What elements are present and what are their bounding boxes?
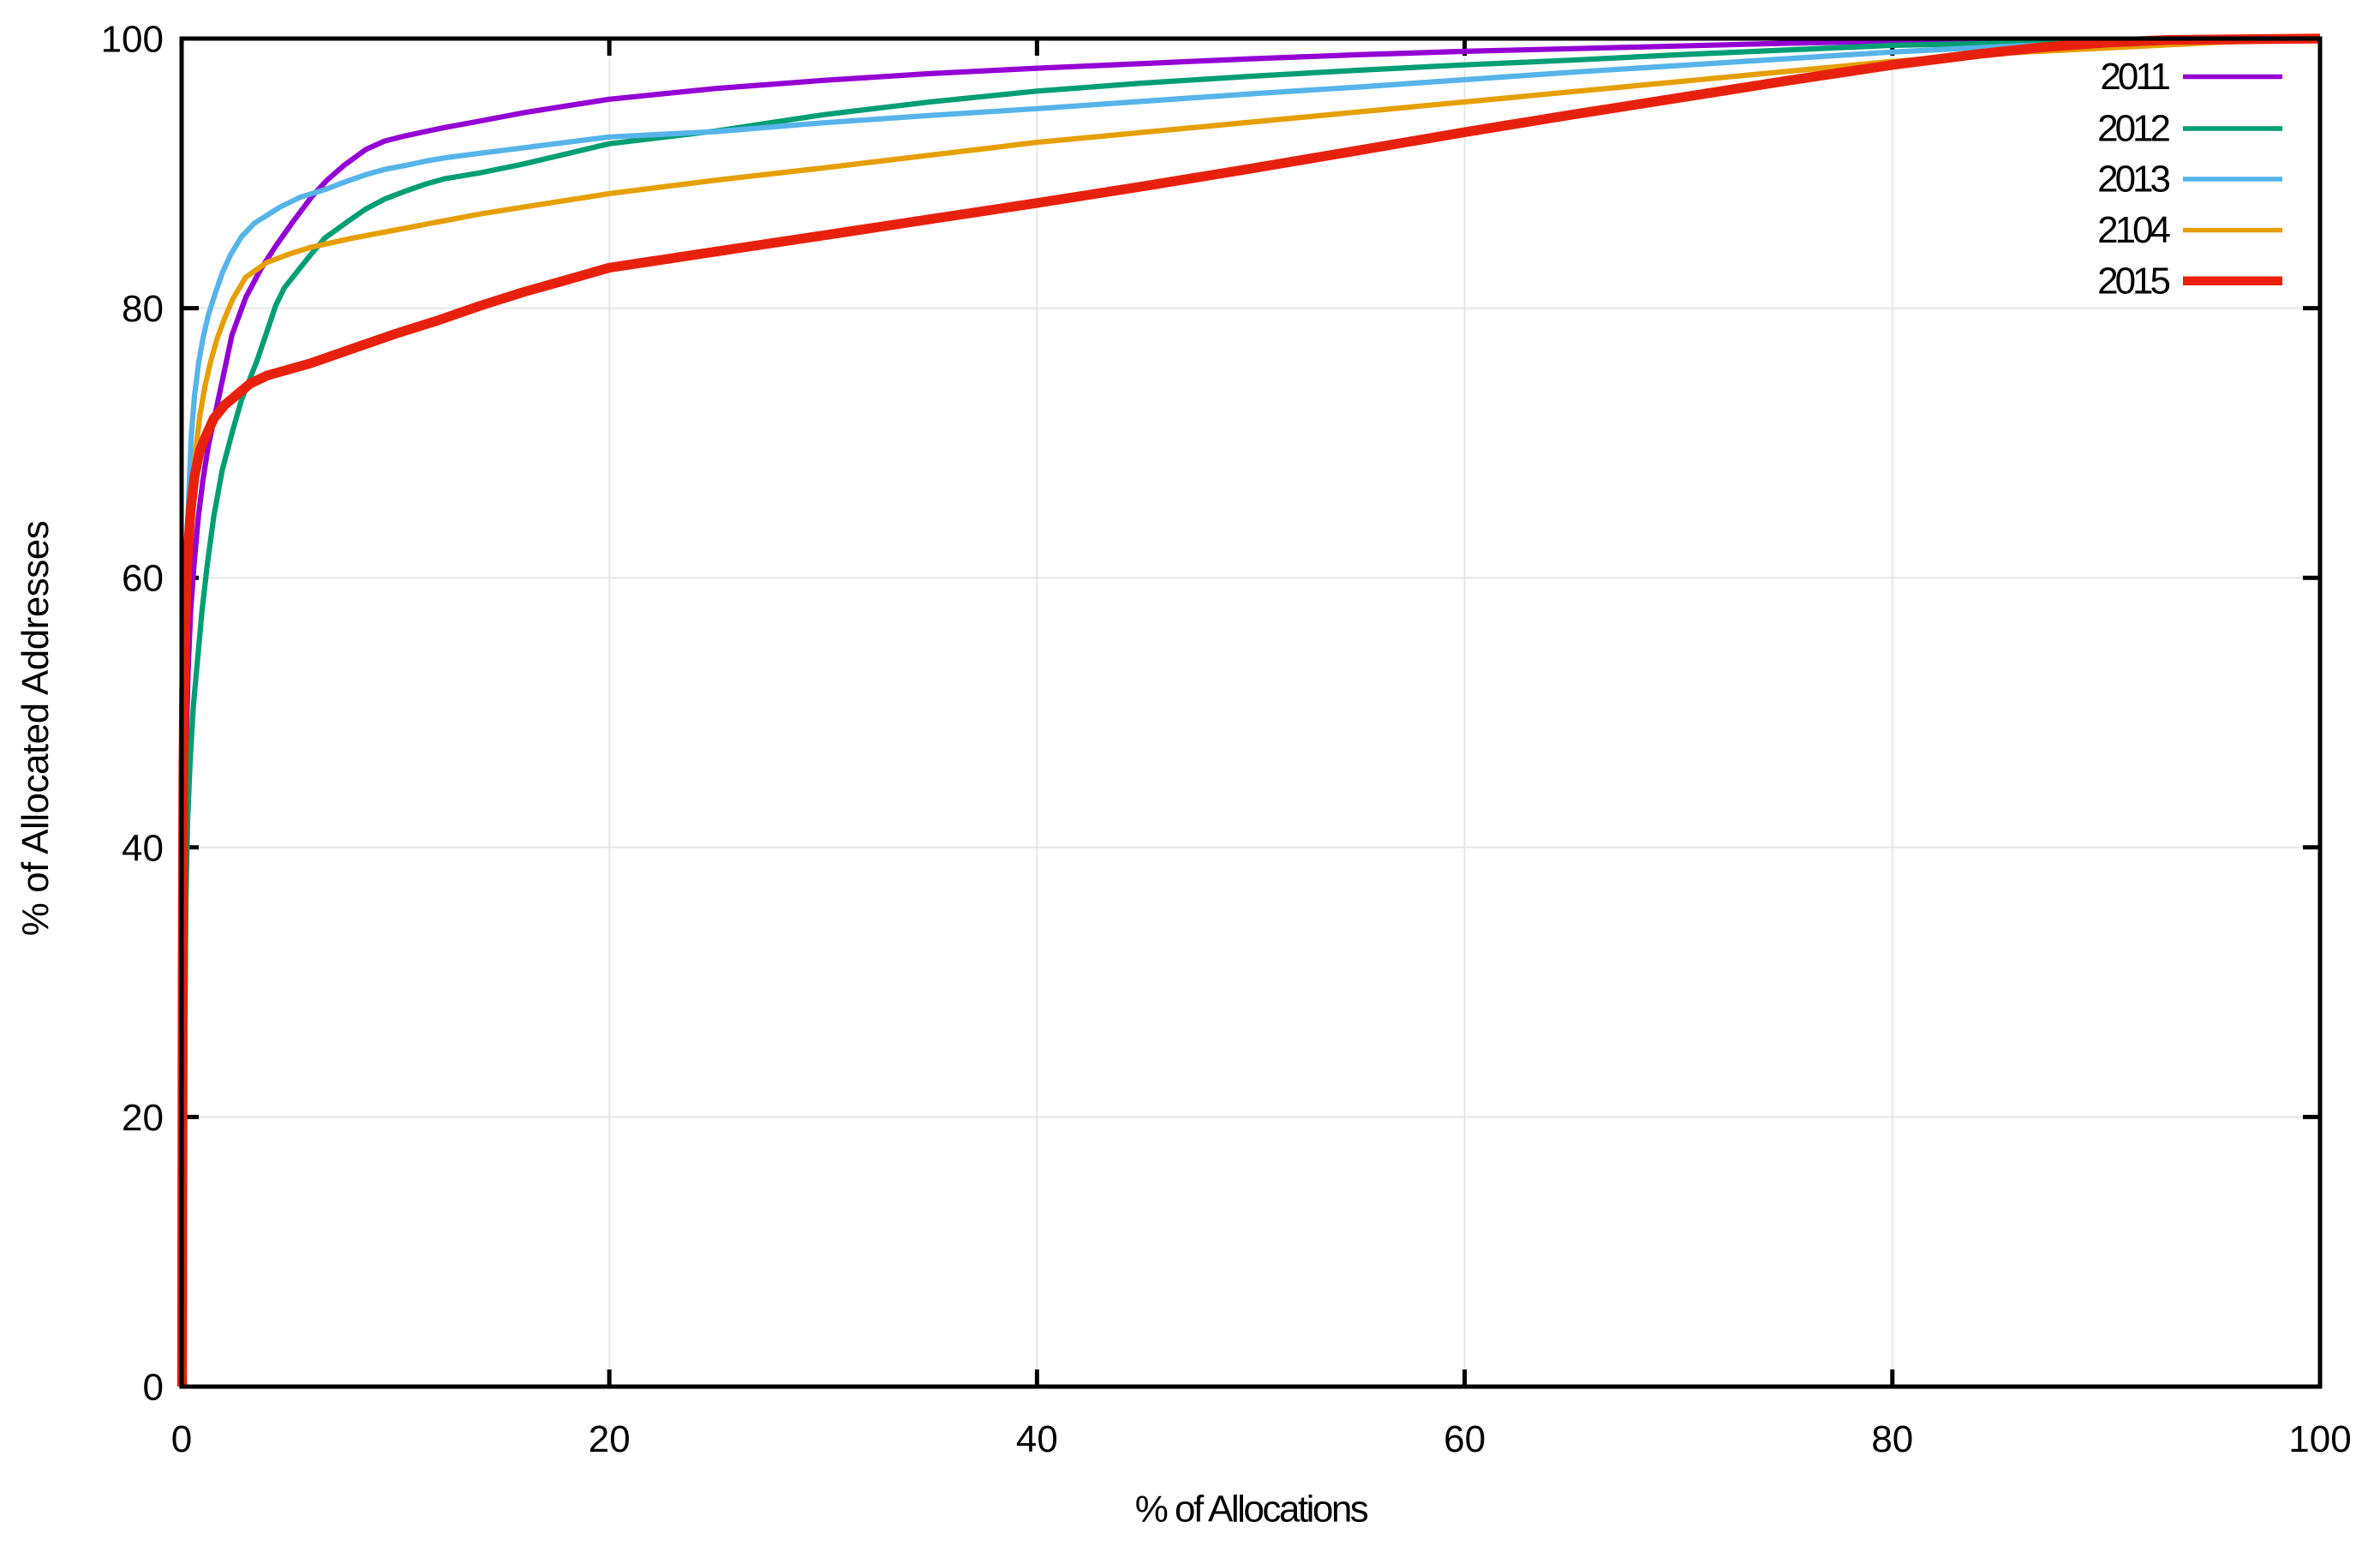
svg-text:0: 0 [171, 1418, 192, 1460]
svg-text:% of Allocations: % of Allocations [1135, 1489, 1368, 1531]
svg-text:20: 20 [589, 1418, 631, 1460]
svg-text:0: 0 [143, 1367, 164, 1409]
svg-text:2015: 2015 [2097, 260, 2169, 302]
svg-text:60: 60 [122, 558, 164, 600]
svg-text:80: 80 [122, 288, 164, 330]
svg-text:80: 80 [1871, 1418, 1913, 1460]
svg-text:100: 100 [2288, 1418, 2351, 1460]
svg-text:60: 60 [1444, 1418, 1486, 1460]
svg-text:% of Allocated Addresses: % of Allocated Addresses [15, 521, 57, 937]
svg-text:2012: 2012 [2097, 108, 2169, 150]
svg-text:2011: 2011 [2100, 56, 2169, 98]
svg-text:20: 20 [122, 1097, 164, 1139]
svg-text:2104: 2104 [2097, 209, 2170, 251]
svg-text:40: 40 [122, 827, 164, 869]
svg-text:40: 40 [1016, 1418, 1058, 1460]
svg-text:100: 100 [101, 19, 164, 61]
svg-text:2013: 2013 [2097, 159, 2169, 201]
